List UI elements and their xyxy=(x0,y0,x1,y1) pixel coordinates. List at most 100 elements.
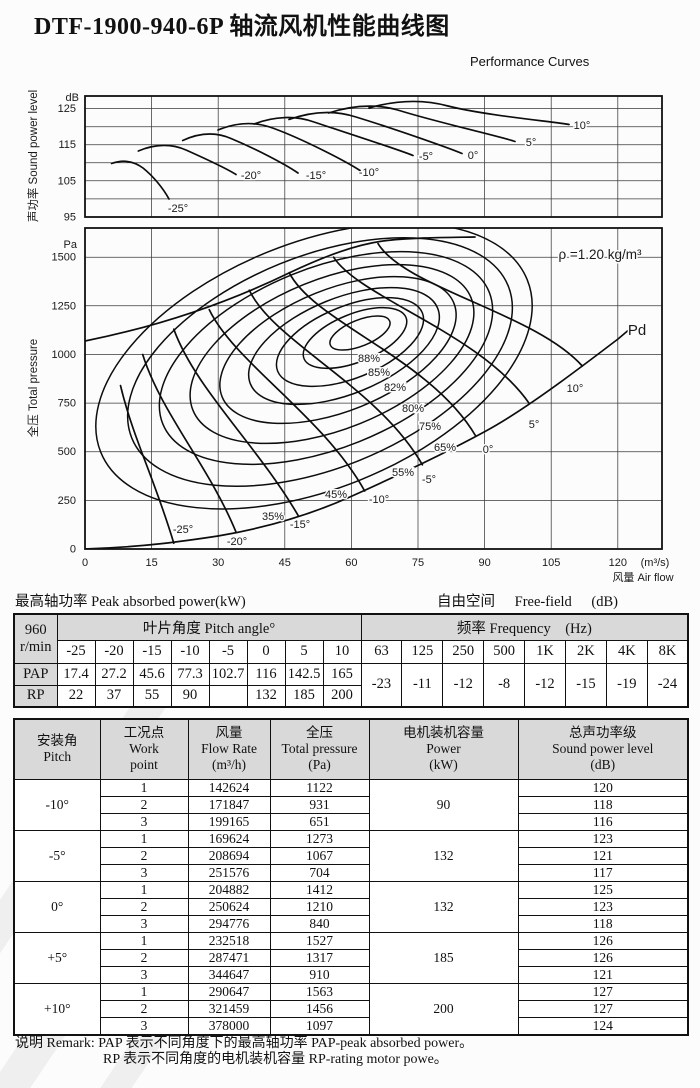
sound-y-tick: 125 xyxy=(58,103,76,115)
pd-label: Pd xyxy=(628,322,646,339)
flow-value: 290647 xyxy=(187,982,271,1001)
pressure-value: 1563 xyxy=(269,982,370,1001)
work-point: 2 xyxy=(99,897,189,916)
sound-curve-label: 5° xyxy=(526,137,537,149)
header-en: Pitch xyxy=(43,749,72,765)
sound-unit-label: dB xyxy=(66,92,79,104)
work-point: 1 xyxy=(99,778,189,797)
spl-value: 120 xyxy=(517,778,689,797)
pitch-col: 10 xyxy=(322,639,362,664)
table-row: 0° 1 204882 1412 132 125 xyxy=(13,880,689,933)
spl-value: 127 xyxy=(517,982,689,1001)
pap-value: 77.3 xyxy=(170,662,210,686)
pap-value: 102.7 xyxy=(208,662,248,686)
flow-value: 251576 xyxy=(187,863,271,882)
table-row: 2 321459 1456 127 xyxy=(14,999,689,1018)
pitch-angle-label: -25° xyxy=(173,524,193,536)
header-unit: (m³/h) xyxy=(211,757,247,773)
spl-value: 124 xyxy=(517,1016,689,1035)
flow-value: 344647 xyxy=(187,965,271,984)
flow-x-tick: 30 xyxy=(212,557,224,569)
sound-y-tick: 95 xyxy=(64,211,76,223)
flow-value: 250624 xyxy=(187,897,271,916)
remark-line1: 说明 Remark: PAP 表示不同角度下的最高轴功率 PAP-peak ab… xyxy=(15,1036,473,1052)
peak-power-caption: 最高轴功率 Peak absorbed power(kW) xyxy=(15,594,246,610)
table-row: -5° 1 169624 1273 132 123 xyxy=(13,829,689,882)
table-row: -10° 1 142624 1122 90 120 xyxy=(13,778,689,831)
spl-value: 123 xyxy=(517,829,689,848)
flow-value: 321459 xyxy=(187,999,271,1018)
table-row: 2 171847 931 118 xyxy=(14,795,689,814)
flow-x-tick: 45 xyxy=(279,557,291,569)
header-pitch: 安装角 Pitch xyxy=(13,718,101,780)
header-zh: 安装角 xyxy=(37,733,78,749)
power-cell: 132 xyxy=(368,880,519,933)
spl-value: 118 xyxy=(517,795,689,814)
work-point: 3 xyxy=(99,812,189,831)
pitch-angle-label: 0° xyxy=(483,444,494,456)
pap-value: 142.5 xyxy=(284,662,324,686)
freq-correction: -12 xyxy=(524,662,566,708)
sound-curve-label: -20° xyxy=(241,170,261,182)
pressure-value: 1412 xyxy=(269,880,370,899)
pressure-value: 1067 xyxy=(269,846,370,865)
header-zh: 全压 xyxy=(306,725,333,741)
flow-axis-label: 风量 Air flow xyxy=(612,571,673,584)
remark-label: 说明 Remark: xyxy=(15,1036,95,1051)
sound-curve-label: 10° xyxy=(574,120,591,132)
pressure-value: 910 xyxy=(269,965,370,984)
work-point: 2 xyxy=(99,795,189,814)
rp-value: 132 xyxy=(246,684,286,708)
header-en: Total pressure xyxy=(281,741,358,757)
pitch-angle-label: -10° xyxy=(369,494,389,506)
power-cell: 185 xyxy=(368,931,519,984)
pitch-cell: -10° xyxy=(13,778,101,831)
freq-col: 4K xyxy=(605,639,648,664)
header-en: Sound power level xyxy=(552,741,654,757)
frequency-header: 频率 Frequency (Hz) xyxy=(360,613,689,641)
freq-correction: -24 xyxy=(646,662,689,708)
performance-curves-label: Performance Curves xyxy=(470,54,590,69)
spl-value: 118 xyxy=(517,914,689,933)
spl-value: 125 xyxy=(517,880,689,899)
pitch-angle-label: -5° xyxy=(422,474,436,486)
pressure-chart: ρ =1.20 kg/m³ Pd 88% 85% 82% 80% 75% 65%… xyxy=(25,227,675,586)
table-row: 3 378000 1097 124 xyxy=(14,1016,689,1035)
remark-text1: PAP 表示不同角度下的最高轴功率 PAP-peak absorbed powe… xyxy=(98,1036,474,1051)
header-unit: point xyxy=(130,757,158,773)
pressure-value: 1097 xyxy=(269,1016,370,1035)
freq-col: 8K xyxy=(646,639,689,664)
pitch-col: 0 xyxy=(246,639,286,664)
pressure-y-tick: 1500 xyxy=(52,252,76,264)
table-row: +5° 1 232518 1527 185 126 xyxy=(13,931,689,984)
header-zh: 电机装机容量 xyxy=(403,725,484,741)
pitch-cell: 0° xyxy=(13,880,101,933)
power-cell: 132 xyxy=(368,829,519,882)
pressure-grid xyxy=(85,228,662,549)
header-en: Power xyxy=(426,741,461,757)
sound-curve-label: -5° xyxy=(419,151,433,163)
pap-value: 165 xyxy=(322,662,362,686)
remark-line2: RP 表示不同角度的电机装机容量 RP-rating motor powe。 xyxy=(103,1052,448,1067)
rp-value: 185 xyxy=(284,684,324,708)
spl-value: 117 xyxy=(517,863,689,882)
flow-value: 204882 xyxy=(187,880,271,899)
flow-value: 169624 xyxy=(187,829,271,848)
pitch-col: -15 xyxy=(132,639,172,664)
spl-value: 121 xyxy=(517,965,689,984)
power-cell: 90 xyxy=(368,778,519,831)
work-point: 1 xyxy=(99,880,189,899)
sound-y-tick: 115 xyxy=(58,139,76,151)
pap-label: PAP xyxy=(13,662,58,686)
flow-value: 232518 xyxy=(187,931,271,950)
pressure-value: 1273 xyxy=(269,829,370,848)
pitch-angle-label: 10° xyxy=(567,383,584,395)
work-point: 3 xyxy=(99,863,189,882)
freq-correction: -23 xyxy=(360,662,403,708)
header-work-point: 工况点 Work point xyxy=(99,718,189,780)
table-row: 3 344647 910 121 xyxy=(14,965,689,984)
rp-value: 200 xyxy=(322,684,362,708)
header-zh: 总声功率级 xyxy=(569,725,637,741)
work-point: 3 xyxy=(99,1016,189,1035)
flow-value: 378000 xyxy=(187,1016,271,1035)
